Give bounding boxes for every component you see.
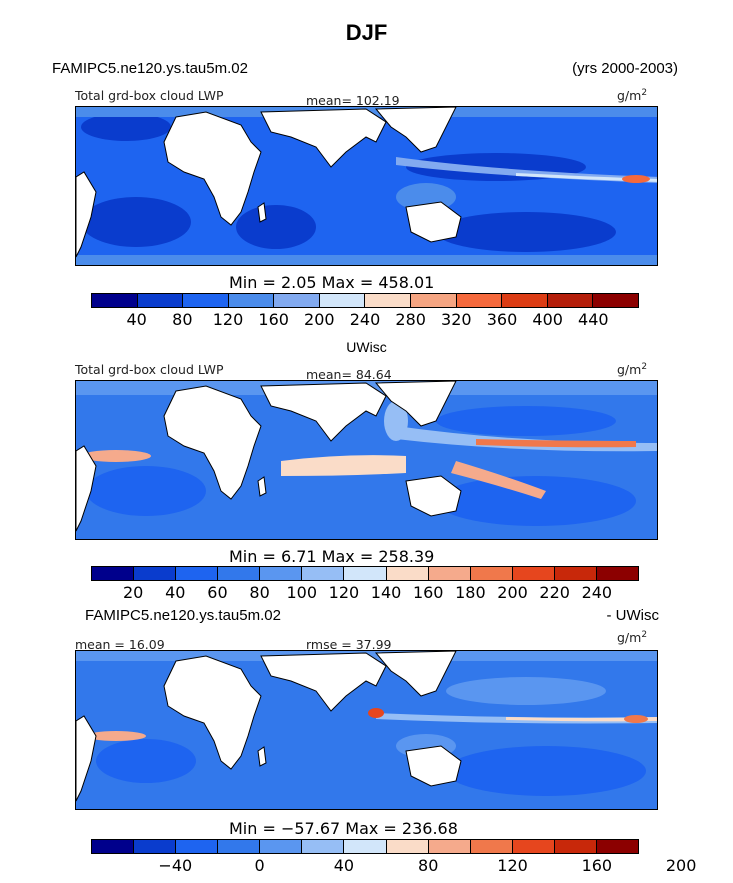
colorbar-tick-label: 40 <box>126 310 147 329</box>
colorbar-tick-label: 220 <box>539 583 570 602</box>
colorbar-tick-label: 80 <box>418 856 439 875</box>
colorbar-swatch <box>274 294 320 307</box>
colorbar-tick-label: 400 <box>532 310 563 329</box>
colorbar-tick-label: 200 <box>665 856 697 875</box>
colorbar-swatch <box>134 567 177 580</box>
panel3-colorbar-ticks: −40 0 40 80 120 160 200 <box>91 856 696 876</box>
colorbar-swatch <box>596 567 639 580</box>
panel2-colorbar <box>91 566 639 581</box>
colorbar-tick-label: 40 <box>333 856 355 875</box>
panel3-rmse: rmse = 37.99 <box>306 637 392 652</box>
colorbar-tick-label: 0 <box>254 856 265 875</box>
panel3-mean: mean = 16.09 <box>75 637 165 652</box>
colorbar-swatch <box>92 840 135 853</box>
colorbar-swatch <box>502 294 548 307</box>
colorbar-swatch <box>176 567 219 580</box>
colorbar-tick-label: 160 <box>258 310 289 329</box>
colorbar-tick-label: 80 <box>172 310 193 329</box>
colorbar-tick-label: 320 <box>441 310 472 329</box>
colorbar-tick-label: 280 <box>395 310 426 329</box>
colorbar-tick-label: 160 <box>581 856 613 875</box>
case-name: FAMIPC5.ne120.ys.tau5m.02 <box>52 60 248 77</box>
colorbar-swatch <box>137 294 184 307</box>
panel3-unit: g/m2 <box>617 630 648 646</box>
colorbar-swatch <box>456 294 503 307</box>
years-label: (yrs 2000-2003) <box>572 60 678 77</box>
colorbar-swatch <box>344 567 387 580</box>
colorbar-swatch <box>344 840 387 853</box>
colorbar-swatch <box>92 567 135 580</box>
colorbar-tick-label: 440 <box>578 310 609 329</box>
colorbar-tick-label: 240 <box>581 583 613 602</box>
panel3-colorbar <box>91 839 639 854</box>
panel3-map-svg <box>76 651 657 809</box>
panel3-subtitle-left: FAMIPC5.ne120.ys.tau5m.02 <box>85 607 281 624</box>
colorbar-tick-label: −40 <box>158 856 193 875</box>
panel2-minmax: Min = 6.71 Max = 258.39 <box>229 547 435 566</box>
colorbar-tick-label: 180 <box>455 583 486 602</box>
colorbar-tick-label: 80 <box>249 583 270 602</box>
colorbar-tick-label: 140 <box>370 583 402 602</box>
colorbar-swatch <box>218 840 261 853</box>
panel2-left-label: Total grd-box cloud LWP <box>75 362 224 377</box>
colorbar-swatch <box>512 840 555 853</box>
panel2-unit: g/m2 <box>617 362 648 378</box>
colorbar-tick-label: 240 <box>349 310 381 329</box>
panel1-colorbar-ticks: 40 80 120 160 200 240 280 320 360 400 440 <box>91 310 639 330</box>
panel3-minmax: Min = −57.67 Max = 236.68 <box>229 819 458 838</box>
colorbar-swatch <box>365 294 412 307</box>
colorbar-swatch <box>302 567 345 580</box>
panel2-map <box>75 380 658 540</box>
colorbar-tick-label: 200 <box>304 310 335 329</box>
colorbar-swatch <box>228 294 275 307</box>
colorbar-tick-label: 360 <box>486 310 518 329</box>
colorbar-swatch <box>218 567 261 580</box>
colorbar-swatch <box>302 840 345 853</box>
colorbar-swatch <box>134 840 177 853</box>
colorbar-swatch <box>428 840 471 853</box>
panel1-mean: mean= 102.19 <box>306 93 400 108</box>
colorbar-swatch <box>512 567 555 580</box>
panel2-map-svg <box>76 381 657 539</box>
panel1-colorbar <box>91 293 639 308</box>
colorbar-swatch <box>319 294 366 307</box>
colorbar-tick-label: 120 <box>497 856 528 875</box>
panel3-map <box>75 650 658 810</box>
panel2-colorbar-ticks: 20 40 60 80 100 120 140 160 180 200 220 240 <box>91 583 639 603</box>
colorbar-tick-label: 40 <box>165 583 186 602</box>
panel1-unit: g/m2 <box>617 88 648 104</box>
colorbar-swatch <box>428 567 471 580</box>
colorbar-swatch <box>470 840 513 853</box>
colorbar-tick-label: 20 <box>122 583 144 602</box>
colorbar-swatch <box>176 840 219 853</box>
colorbar-swatch <box>470 567 513 580</box>
colorbar-swatch <box>554 567 597 580</box>
colorbar-tick-label: 120 <box>328 583 360 602</box>
panel1-map <box>75 106 658 266</box>
colorbar-tick-label: 120 <box>212 310 244 329</box>
panel1-left-label: Total grd-box cloud LWP <box>75 88 224 103</box>
colorbar-swatch <box>547 294 594 307</box>
colorbar-tick-label: 200 <box>497 583 528 602</box>
page-title: DJF <box>345 20 388 45</box>
panel2-subtitle: UWisc <box>346 339 387 355</box>
panel2-mean: mean= 84.64 <box>306 367 392 382</box>
colorbar-swatch <box>183 294 229 307</box>
colorbar-swatch <box>554 840 597 853</box>
colorbar-swatch <box>386 567 429 580</box>
panel1-minmax: Min = 2.05 Max = 458.01 <box>229 273 435 292</box>
colorbar-swatch <box>386 840 429 853</box>
colorbar-swatch <box>260 567 303 580</box>
colorbar-tick-label: 100 <box>286 583 318 602</box>
colorbar-swatch <box>260 840 303 853</box>
panel1-map-svg <box>76 107 657 265</box>
panel3-subtitle-right: - UWisc <box>606 607 660 624</box>
colorbar-swatch <box>596 840 639 853</box>
colorbar-tick-label: 60 <box>207 583 228 602</box>
colorbar-tick-label: 160 <box>412 583 444 602</box>
colorbar-swatch <box>92 294 138 307</box>
colorbar-swatch <box>593 294 638 307</box>
colorbar-swatch <box>411 294 457 307</box>
